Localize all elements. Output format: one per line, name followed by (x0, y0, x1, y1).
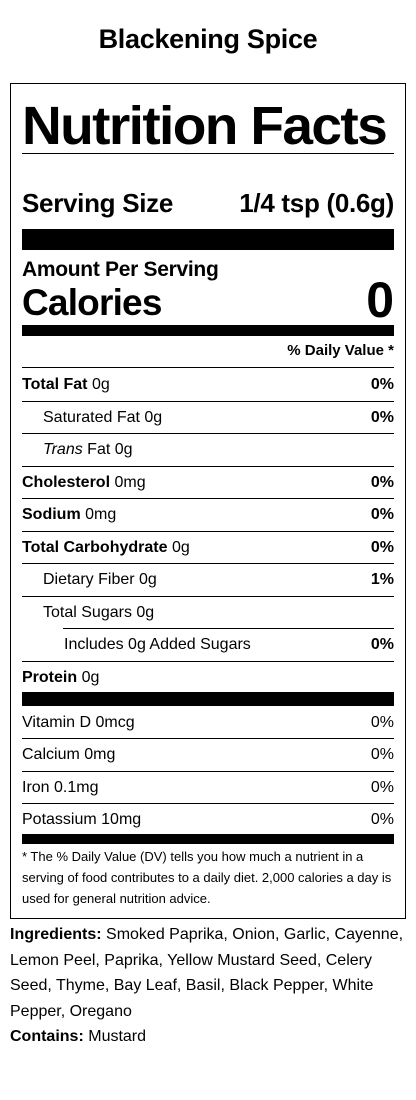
nutrient-name: Total Carbohydrate (22, 539, 168, 556)
vitamin-name: Potassium (22, 811, 97, 828)
vitamin-row-iron: Iron 0.1mg 0% (22, 772, 394, 804)
nutrient-name: Total Sugars (43, 604, 132, 621)
divider (22, 596, 394, 597)
divider (22, 563, 394, 564)
nutrient-name: Dietary Fiber (43, 571, 135, 588)
nutrient-row-dietary-fiber: Dietary Fiber 0g 1% (22, 564, 394, 596)
nutrient-row-total-sugars: Total Sugars 0g (22, 597, 394, 629)
nutrient-row-added-sugars: Includes 0g Added Sugars 0% (22, 629, 394, 661)
daily-value-footnote: * The % Daily Value (DV) tells you how m… (22, 849, 392, 906)
divider (22, 367, 394, 368)
vitamin-amount: 0.1mg (54, 779, 99, 796)
vitamin-name: Calcium (22, 746, 80, 763)
divider (22, 401, 394, 402)
thick-divider (22, 692, 394, 706)
nutrition-facts-heading: Nutrition Facts (22, 96, 388, 156)
divider (22, 498, 394, 499)
nutrient-amount: 0g (81, 669, 100, 686)
nutrient-name: Includes 0g Added Sugars (64, 636, 251, 653)
vitamin-dv: 0% (370, 714, 394, 731)
daily-value-header: % Daily Value * (287, 342, 394, 359)
divider (22, 466, 394, 467)
vitamin-name: Vitamin D (22, 714, 92, 731)
vitamin-row-vitamin-d: Vitamin D 0mcg 0% (22, 707, 394, 739)
nutrient-name: Protein (22, 669, 78, 686)
nutrient-name: Saturated Fat (43, 409, 140, 426)
nutrient-dv: 0% (370, 409, 394, 426)
nutrient-amount: 0g (139, 571, 157, 588)
nutrient-amount: 0mg (85, 506, 117, 523)
nutrient-name: Total Fat (22, 376, 88, 393)
serving-size-row: Serving Size 1/4 tsp (0.6g) (22, 185, 394, 221)
nutrient-dv: 0% (370, 474, 394, 491)
divider (22, 803, 394, 804)
ingredients-text: Smoked Paprika, Onion, Garlic, Cayenne, … (10, 926, 404, 1020)
vitamin-dv: 0% (370, 746, 394, 763)
nutrient-row-total-carbohydrate: Total Carbohydrate 0g 0% (22, 532, 394, 564)
nutrient-dv: 1% (370, 571, 394, 588)
divider (22, 738, 394, 739)
contains-text: Mustard (88, 1028, 147, 1045)
vitamin-dv: 0% (370, 779, 394, 796)
product-title: Blackening Spice (98, 24, 318, 54)
vitamin-dv: 0% (370, 811, 394, 828)
thick-divider (22, 229, 394, 250)
divider (22, 153, 394, 154)
serving-size-label: Serving Size (22, 187, 174, 218)
vitamin-amount: 0mcg (95, 714, 135, 731)
nutrient-row-cholesterol: Cholesterol 0mg 0% (22, 467, 394, 499)
calories-value: 0 (366, 272, 394, 328)
nutrient-row-total-fat: Total Fat 0g 0% (22, 369, 394, 401)
nutrient-amount: 0g (136, 604, 155, 621)
vitamin-amount: 10mg (101, 811, 142, 828)
ingredients-line: Ingredients: Smoked Paprika, Onion, Garl… (10, 922, 406, 1024)
vitamin-amount: 0mg (84, 746, 116, 763)
vitamin-name: Iron (22, 779, 50, 796)
nutrient-row-saturated-fat: Saturated Fat 0g 0% (22, 402, 394, 434)
nutrient-dv: 0% (370, 636, 394, 653)
vitamin-row-calcium: Calcium 0mg 0% (22, 739, 394, 771)
divider (22, 531, 394, 532)
nutrient-amount: 0g (114, 441, 133, 458)
ingredients-block: Ingredients: Smoked Paprika, Onion, Garl… (10, 922, 406, 1050)
nutrient-row-sodium: Sodium 0mg 0% (22, 499, 394, 531)
contains-line: Contains: Mustard (10, 1024, 406, 1050)
ingredients-label: Ingredients: (10, 926, 102, 943)
nutrient-name-italic: Trans (43, 441, 83, 458)
nutrient-amount: 0mg (114, 474, 146, 491)
divider (63, 628, 394, 629)
calories-row: Calories 0 (22, 272, 394, 328)
nutrient-amount: 0g (171, 539, 190, 556)
nutrient-name: Sodium (22, 506, 81, 523)
vitamin-row-potassium: Potassium 10mg 0% (22, 804, 394, 836)
contains-label: Contains: (10, 1028, 84, 1045)
nutrient-row-protein: Protein 0g (22, 662, 394, 694)
nutrient-row-trans-fat: Trans Fat 0g (22, 434, 394, 466)
nutrient-dv: 0% (370, 506, 394, 523)
nutrient-name: Cholesterol (22, 474, 111, 491)
amount-per-serving: Amount Per Serving (22, 258, 219, 281)
divider (22, 771, 394, 772)
calories-label: Calories (22, 282, 162, 323)
nutrient-amount: 0g (91, 376, 110, 393)
nutrient-name: Fat (87, 441, 111, 458)
nutrient-dv: 0% (370, 376, 394, 393)
medium-thick-divider (22, 325, 394, 336)
divider (22, 433, 394, 434)
nutrient-amount: 0g (144, 409, 163, 426)
divider (22, 661, 394, 662)
nutrition-facts-panel (10, 83, 406, 919)
nutrient-dv: 0% (370, 539, 394, 556)
medium-thick-divider (22, 834, 394, 844)
serving-size-value: 1/4 tsp (0.6g) (239, 187, 394, 218)
